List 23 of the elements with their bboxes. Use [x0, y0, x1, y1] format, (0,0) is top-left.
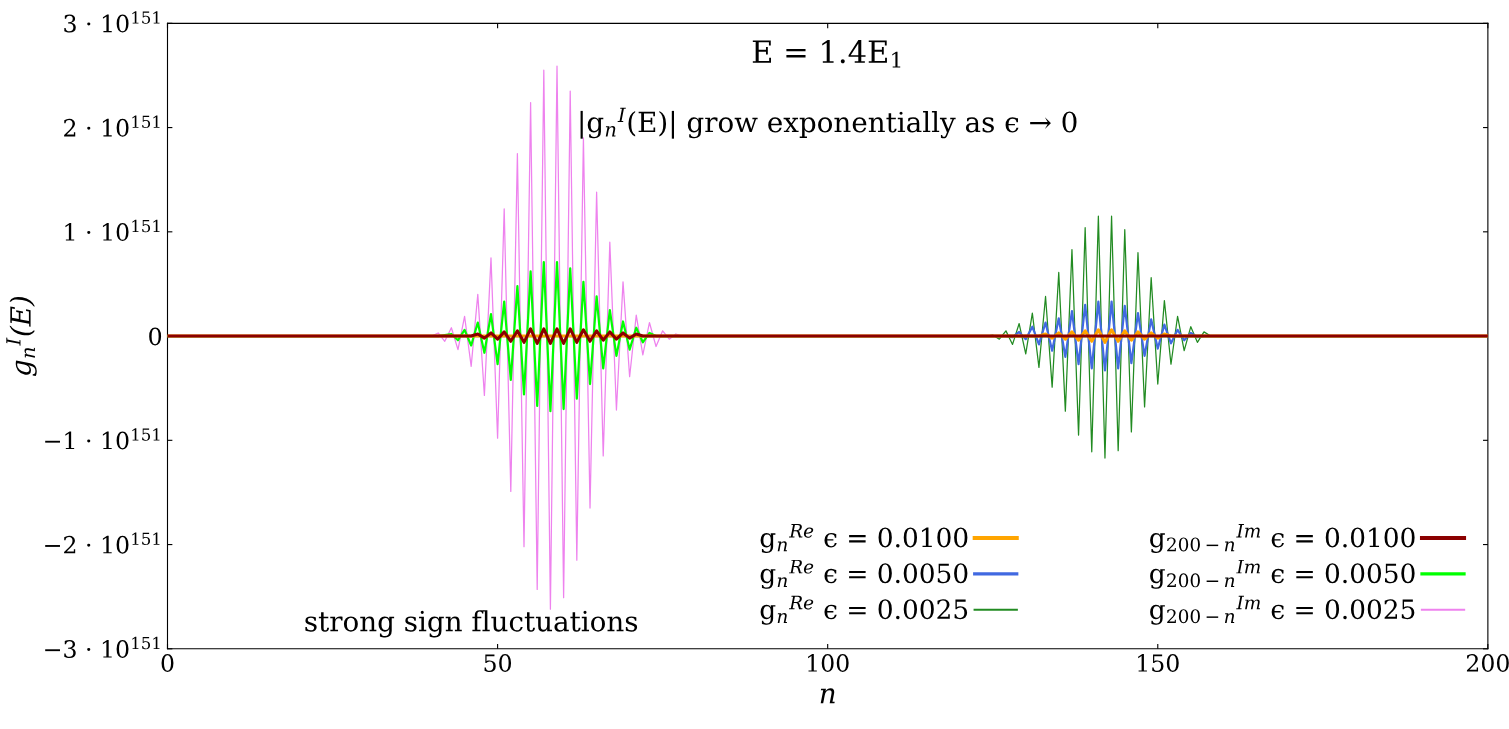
- annotation: strong sign fluctuations: [305, 610, 638, 638]
- legend-label: g$_{n}$$^{Re}$ ϵ = 0.0050: [760, 559, 968, 589]
- x-tick-label: 0: [161, 654, 174, 672]
- y-tick-label: −3 · 10$^{151}$: [45, 636, 160, 658]
- y-tick-label: −1 · 10$^{151}$: [45, 428, 160, 450]
- y-tick-label: 2 · 10$^{151}$: [64, 115, 160, 137]
- y-axis-title: g$_{n}$$^{I}$(E): [6, 296, 37, 377]
- legend-label: g$_{n}$$^{Re}$ ϵ = 0.0025: [760, 595, 968, 625]
- legend-label: g$_{200−n}$$^{Im}$ ϵ = 0.0025: [1150, 595, 1415, 625]
- y-tick-label: 0: [149, 327, 162, 346]
- y-tick-label: −2 · 10$^{151}$: [45, 532, 160, 554]
- x-tick-label: 150: [1138, 654, 1179, 672]
- legend-label: g$_{n}$$^{Re}$ ϵ = 0.0100: [760, 523, 968, 553]
- legend-label: g$_{200−n}$$^{Im}$ ϵ = 0.0050: [1150, 559, 1415, 589]
- y-tick-label: 3 · 10$^{151}$: [64, 11, 160, 33]
- x-tick-label: 50: [484, 654, 512, 672]
- y-tick-label: 1 · 10$^{151}$: [65, 219, 160, 241]
- x-tick-label: 200: [1466, 654, 1509, 672]
- annotation: E = 1.4E$_{1}$: [752, 40, 901, 68]
- annotation: |g$_{n}$$^{I}$(E)| grow exponentially as ϵ → 0: [580, 107, 1077, 139]
- x-tick-label: 100: [808, 654, 849, 672]
- legend-label: g$_{200−n}$$^{Im}$ ϵ = 0.0100: [1150, 523, 1415, 553]
- x-axis-title: n: [820, 688, 835, 704]
